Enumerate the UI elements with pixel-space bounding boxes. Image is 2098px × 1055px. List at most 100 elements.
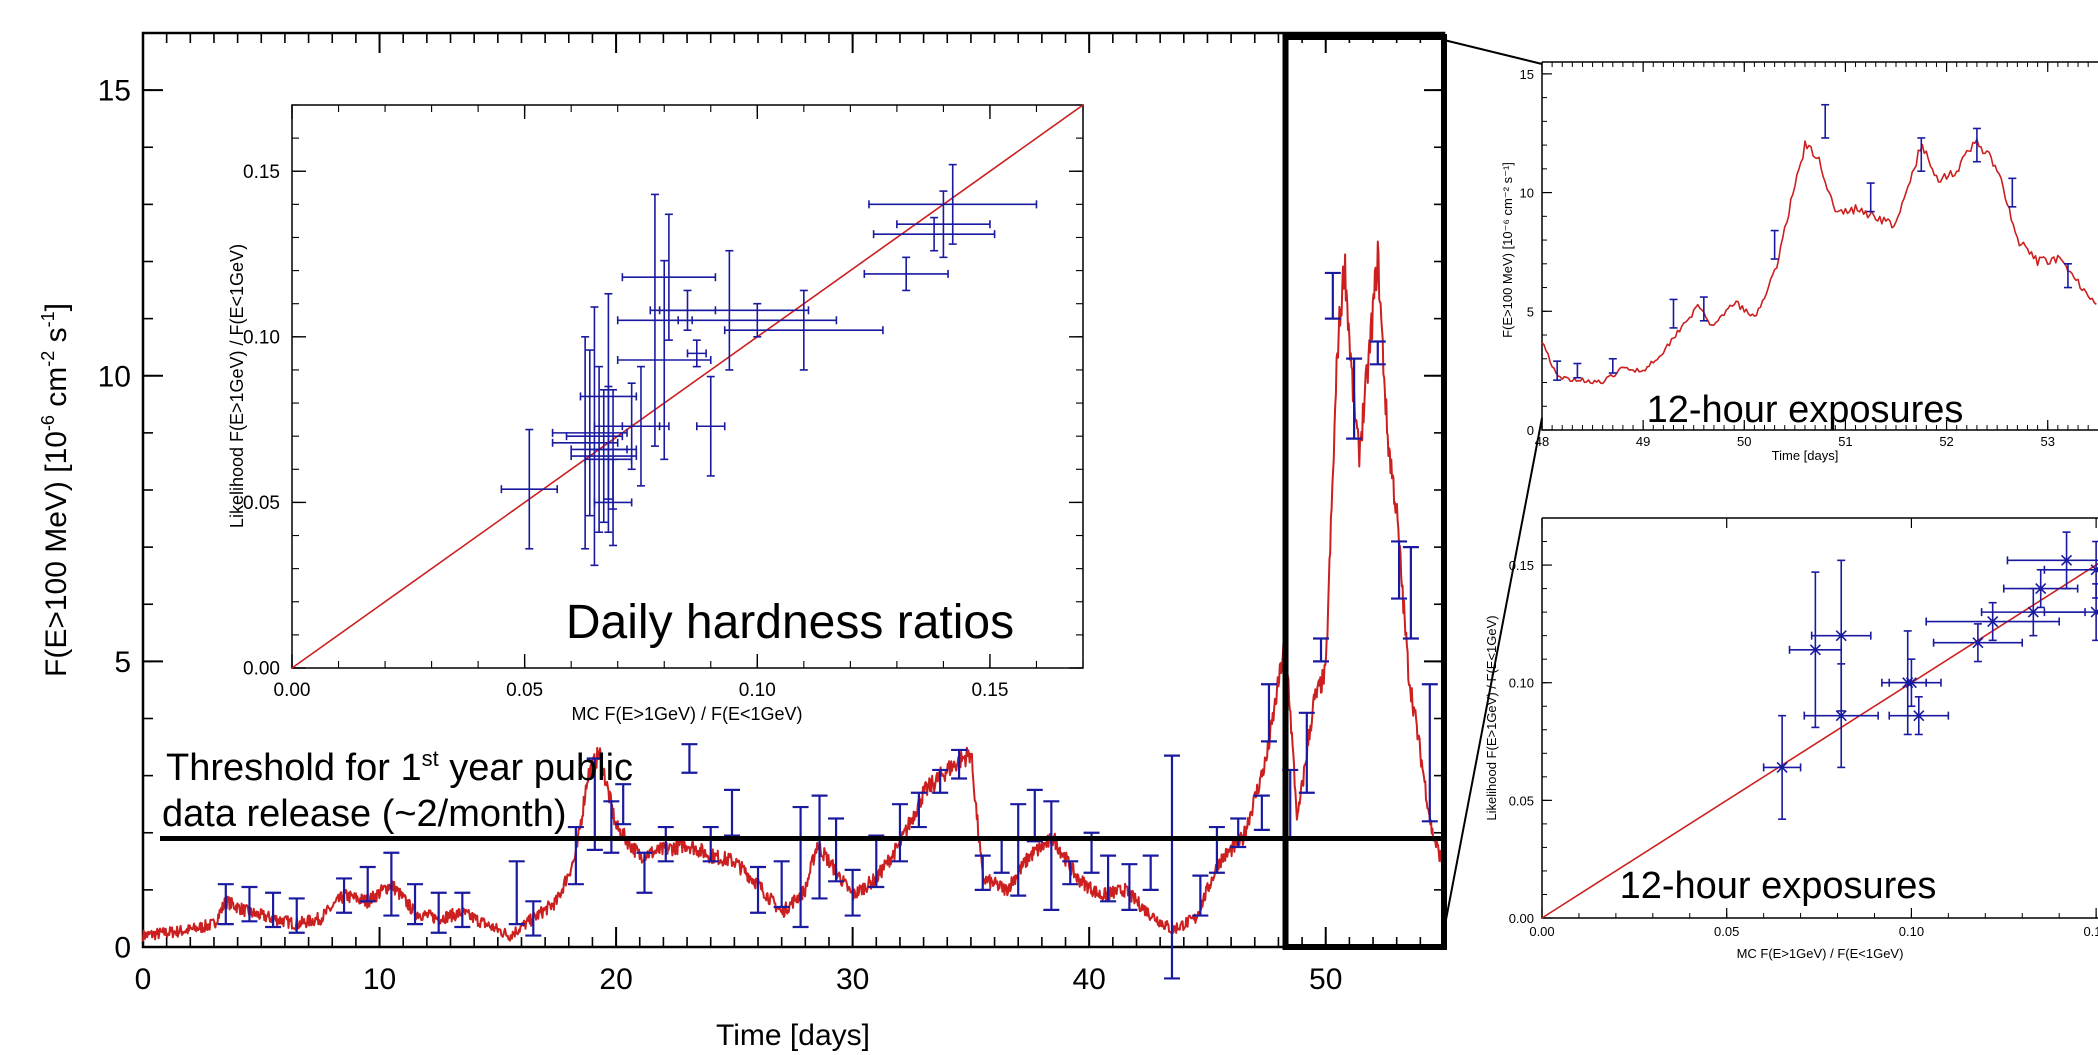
inset-diagonal-line bbox=[291, 104, 1084, 669]
error-bar bbox=[383, 851, 400, 917]
x-tick-label: 10 bbox=[363, 963, 396, 996]
x-tick-label: 0.05 bbox=[506, 680, 543, 701]
error-bar bbox=[951, 748, 968, 780]
main-y-axis-label: F(E>100 MeV) [10-6 cm-2 s-1] bbox=[38, 303, 73, 677]
inset-axis-ticks: 0.00 0.05 0.10 0.15 0.00 0.05 0.10 0.15 bbox=[243, 104, 1084, 701]
error-bar bbox=[1369, 340, 1386, 366]
y-tick-label: 0.15 bbox=[243, 162, 280, 183]
error-bar bbox=[681, 743, 698, 774]
threshold-label-line2: data release (~2/month) bbox=[162, 793, 567, 835]
data-point bbox=[677, 302, 838, 338]
error-bar bbox=[1866, 182, 1875, 213]
y-tick-label: 0.10 bbox=[1509, 676, 1534, 691]
error-bar bbox=[217, 883, 234, 926]
y-tick-label: 0 bbox=[114, 932, 131, 965]
error-bar bbox=[1298, 711, 1315, 794]
x-tick-label: 0.15 bbox=[2083, 924, 2098, 939]
error-bar bbox=[1253, 794, 1270, 831]
zoom-rectangle bbox=[1282, 34, 1447, 950]
inset-x-axis-label: MC F(E>1GeV) / F(E<1GeV) bbox=[571, 704, 802, 724]
inset-points bbox=[500, 163, 1038, 567]
data-point bbox=[551, 336, 619, 550]
zoom-top-axis-ticks: 48 49 50 51 52 53 0 5 10 15 Time [days] bbox=[1520, 62, 2089, 463]
data-point bbox=[649, 249, 810, 371]
error-bar bbox=[1230, 817, 1247, 849]
error-bar bbox=[454, 891, 471, 929]
data-point bbox=[1762, 714, 1802, 820]
data-point bbox=[1888, 696, 1950, 736]
error-bar bbox=[615, 783, 632, 826]
zoom-top-errorbars bbox=[1553, 103, 2072, 381]
error-bar bbox=[2008, 177, 2017, 208]
error-bar bbox=[868, 834, 885, 889]
zoom-bot-title: 12-hour exposures bbox=[1620, 865, 1937, 907]
error-bar bbox=[1026, 788, 1043, 843]
error-bar bbox=[1260, 683, 1277, 743]
zoom-model-curve bbox=[1541, 138, 2097, 385]
y-tick-label: 10 bbox=[98, 360, 131, 393]
error-bar bbox=[1010, 803, 1027, 897]
zoom-top-y-axis-label: F(E>100 MeV) [10⁻⁶ cm⁻² s⁻¹] bbox=[1500, 162, 1515, 338]
main-x-axis-label: Time [days] bbox=[716, 1019, 870, 1052]
zoom-bot-points bbox=[1762, 531, 2098, 820]
data-point bbox=[616, 259, 712, 461]
zoom-top-x-axis-label: Time [days] bbox=[1772, 448, 1839, 463]
data-point bbox=[1932, 623, 2024, 663]
zoom-lightcurve-chart: 48 49 50 51 52 53 0 5 10 15 Time [days] 12-hour ex… bbox=[1500, 61, 2098, 463]
data-point bbox=[621, 213, 717, 341]
y-tick-label: 0.00 bbox=[243, 659, 280, 680]
y-tick-label: 0.05 bbox=[243, 493, 280, 514]
error-bar bbox=[811, 794, 828, 900]
y-tick-label: 0.00 bbox=[1509, 911, 1534, 926]
error-bar bbox=[1121, 863, 1138, 911]
data-point bbox=[723, 289, 884, 371]
error-bar bbox=[1043, 800, 1060, 911]
x-tick-label: 0 bbox=[135, 963, 152, 996]
error-bar bbox=[702, 825, 719, 863]
zoom-bot-diagonal-line bbox=[1541, 562, 2098, 919]
zoom-box bbox=[1282, 34, 1447, 950]
error-bar bbox=[1142, 854, 1159, 891]
daily-hardness-inset: 0.00 0.05 0.10 0.15 0.00 0.05 0.10 0.15 Daily h… bbox=[227, 104, 1084, 724]
error-bar bbox=[1972, 127, 1981, 163]
main-lightcurve-chart: 0 10 20 30 40 50 0 5 10 15 Threshold for 1st year… bbox=[38, 31, 1447, 1052]
error-bar bbox=[773, 860, 790, 909]
x-tick-label: 50 bbox=[1737, 434, 1751, 449]
x-tick-label: 0.00 bbox=[274, 680, 311, 701]
zoom-top-model-line bbox=[1541, 138, 2097, 385]
inset-title: Daily hardness ratios bbox=[566, 596, 1014, 649]
error-bar bbox=[792, 805, 809, 929]
data-point bbox=[1803, 663, 1879, 769]
x-tick-label: 0.15 bbox=[971, 680, 1008, 701]
zoom-bot-frame bbox=[1541, 517, 2098, 919]
diagonal bbox=[291, 104, 1084, 669]
error-bar bbox=[1821, 103, 1830, 139]
data-point bbox=[896, 190, 991, 259]
x-tick-label: 0.00 bbox=[1529, 924, 1554, 939]
x-tick-label: 0.10 bbox=[1899, 924, 1924, 939]
error-bar bbox=[750, 865, 767, 914]
data-point bbox=[872, 216, 996, 252]
x-tick-label: 52 bbox=[1939, 434, 1953, 449]
x-tick-label: 30 bbox=[836, 963, 869, 996]
error-bar bbox=[993, 837, 1010, 874]
error-bar bbox=[1770, 229, 1779, 260]
data-point bbox=[588, 389, 638, 510]
data-point bbox=[1788, 571, 1843, 729]
error-bar bbox=[1669, 298, 1678, 329]
x-tick-label: 53 bbox=[2040, 434, 2054, 449]
data-point bbox=[863, 256, 949, 292]
error-bar bbox=[974, 854, 991, 891]
data-point bbox=[1925, 601, 2060, 642]
error-bar bbox=[1208, 825, 1225, 874]
error-bar bbox=[288, 897, 305, 934]
error-bar bbox=[657, 825, 674, 863]
zoom-top-frame bbox=[1541, 61, 2098, 431]
y-tick-label: 0.15 bbox=[1509, 558, 1534, 573]
x-tick-label: 0.10 bbox=[739, 680, 776, 701]
error-bar bbox=[265, 891, 282, 929]
error-bar bbox=[1346, 357, 1363, 440]
error-bar bbox=[1917, 137, 1926, 173]
x-tick-label: 20 bbox=[599, 963, 632, 996]
x-tick-label: 0.05 bbox=[1714, 924, 1739, 939]
